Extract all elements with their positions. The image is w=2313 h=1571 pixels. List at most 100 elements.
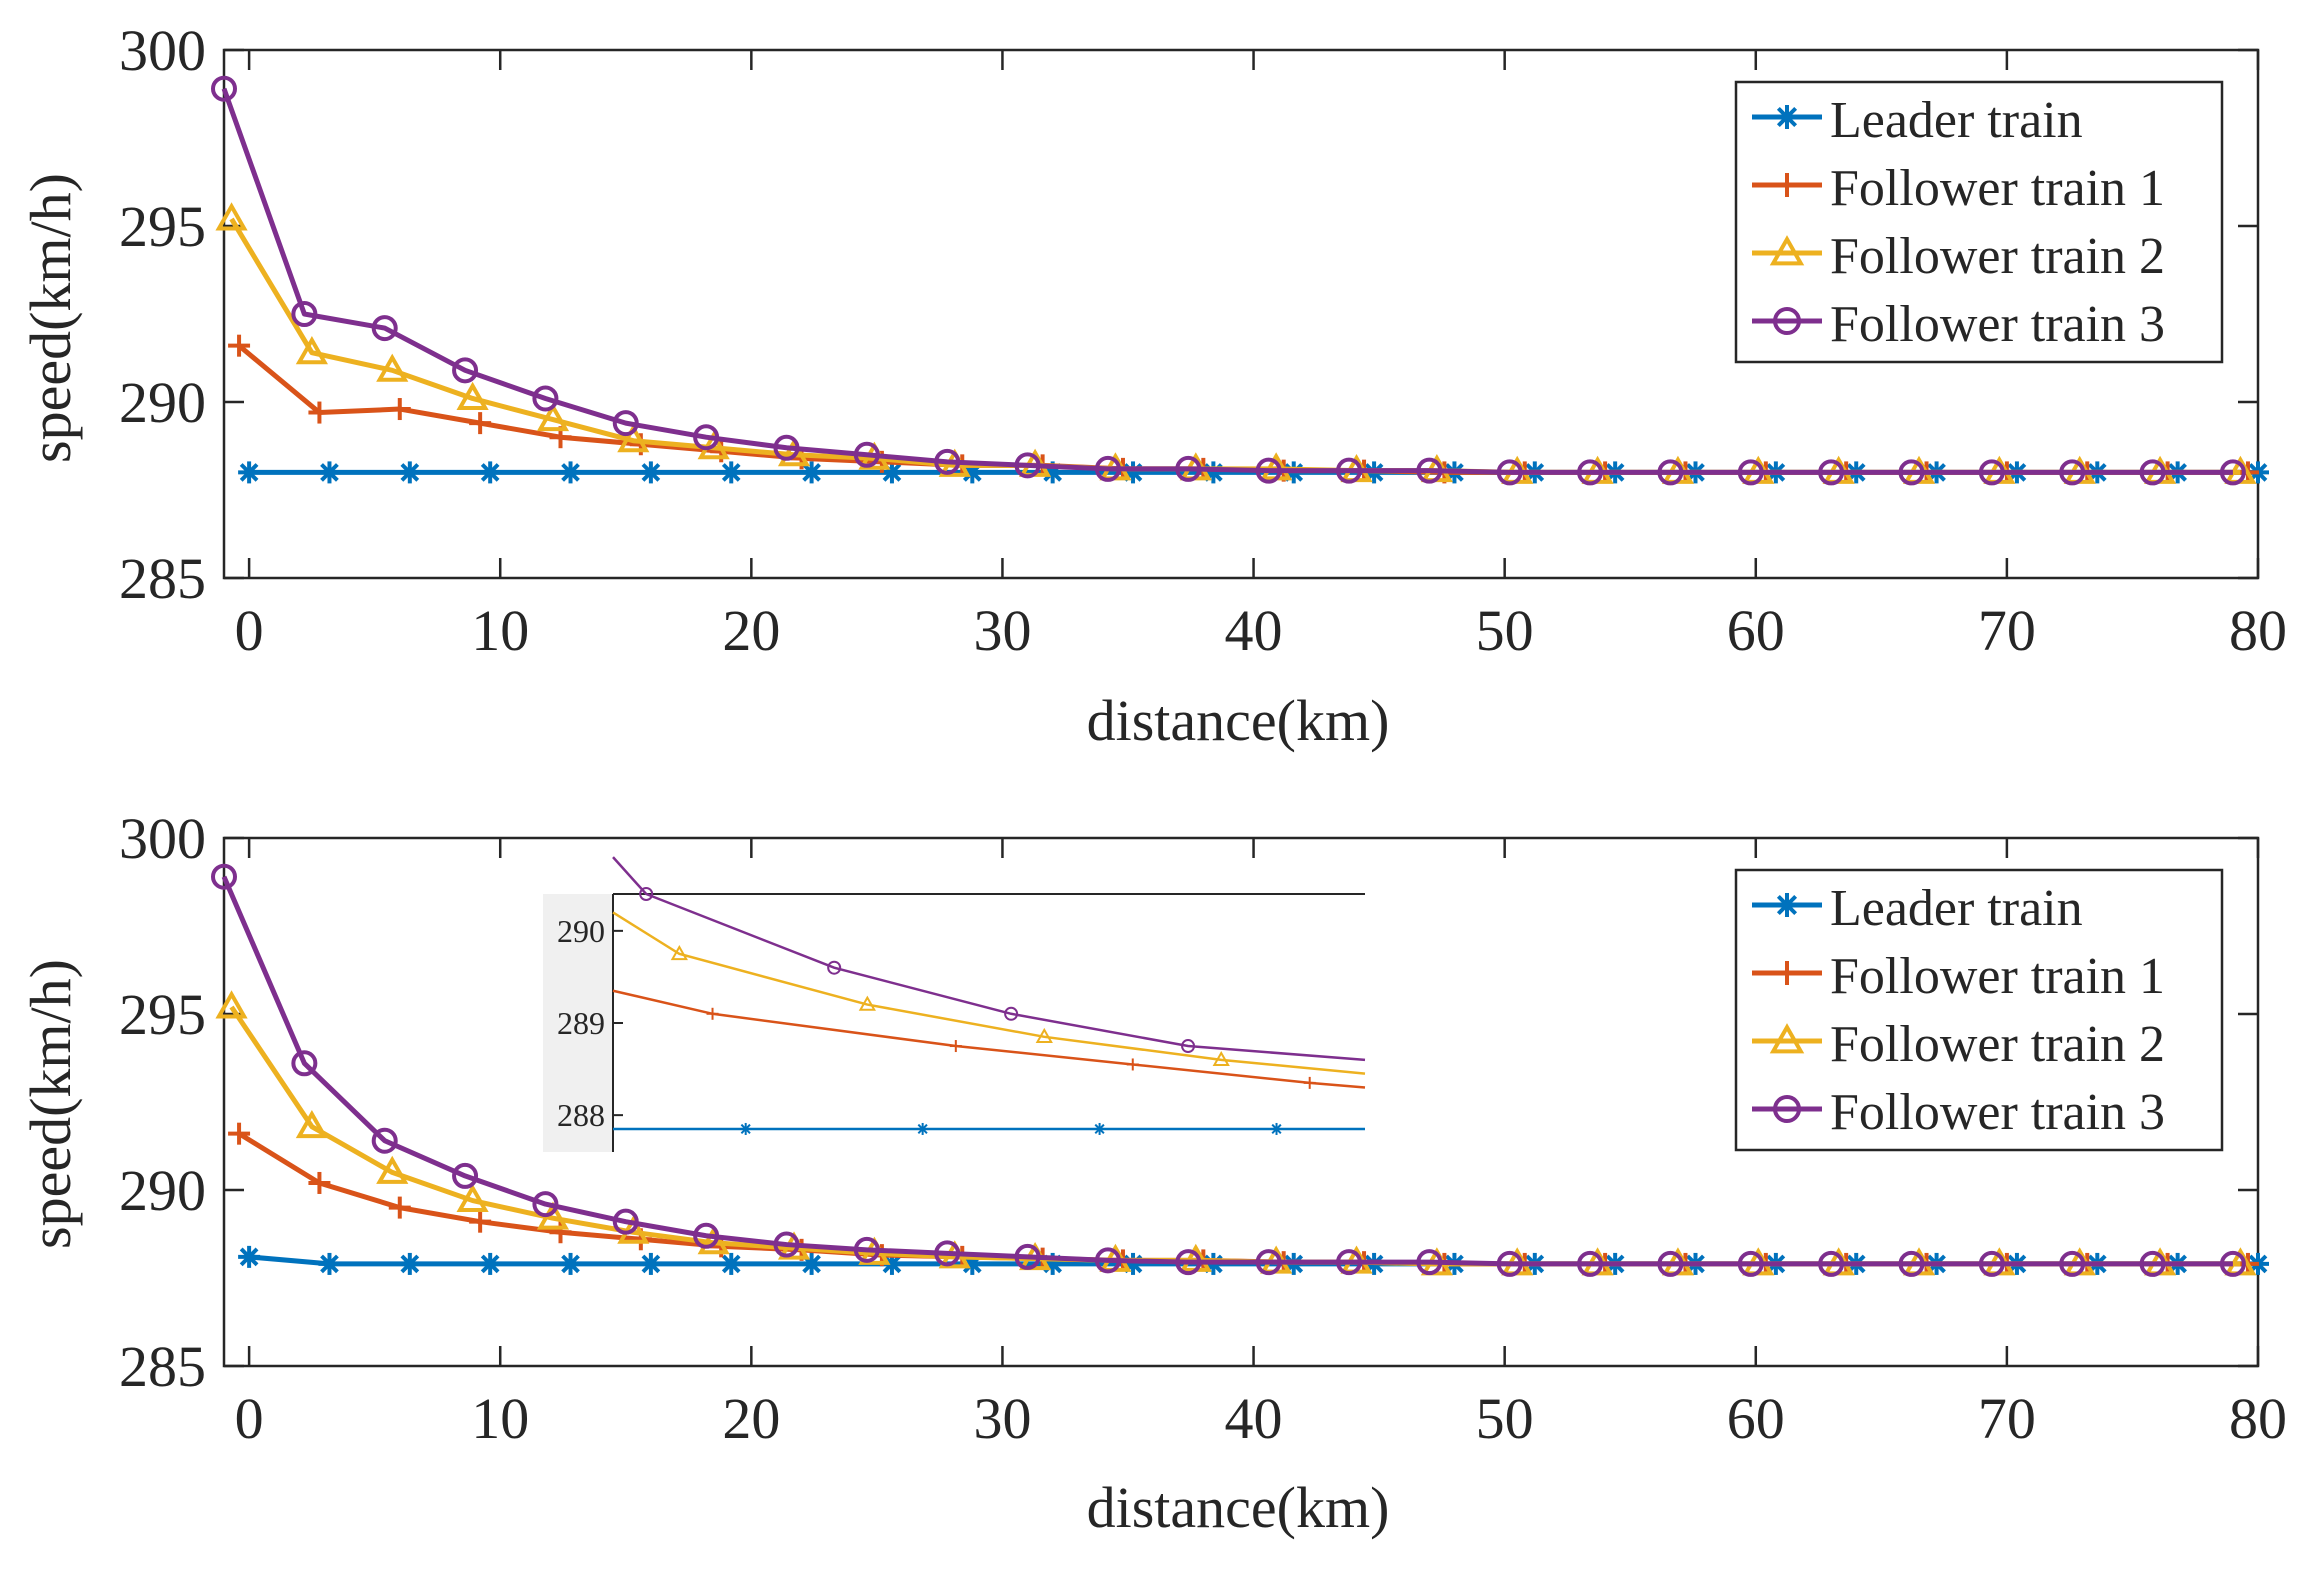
data-point-follower3 xyxy=(1737,1250,1764,1277)
data-point-follower3 xyxy=(853,1236,880,1263)
legend-label-follower-2: Follower train 2 xyxy=(1830,1016,2165,1073)
data-point-follower3 xyxy=(934,448,961,475)
data-point-follower2 xyxy=(376,353,409,382)
data-point-follower3 xyxy=(1094,455,1121,482)
data-point-follower3 xyxy=(1496,459,1523,486)
data-point-leader xyxy=(479,461,502,484)
inset-line-follower3 xyxy=(612,856,1366,1062)
data-point-leader xyxy=(559,1252,582,1275)
x-tick-label: 70 xyxy=(1978,598,2036,663)
data-point-follower3 xyxy=(2139,1250,2166,1277)
legend-label-leader: Leader train xyxy=(1830,880,2083,937)
y-tick-label: 290 xyxy=(119,370,206,435)
data-point-follower3 xyxy=(1175,1249,1202,1276)
data-point-follower3 xyxy=(1335,1249,1362,1276)
ticks-bottom xyxy=(224,836,2260,1368)
x-tick-label: 50 xyxy=(1476,1386,1534,1451)
data-point-leader xyxy=(398,461,421,484)
data-point-follower3 xyxy=(1818,459,1845,486)
series-layer-bottom xyxy=(211,863,2269,1277)
data-point-follower3 xyxy=(452,357,479,384)
data-point-leader xyxy=(720,461,743,484)
data-point-leader xyxy=(398,1252,421,1275)
data-point-follower3 xyxy=(773,1231,800,1258)
data-point-follower1 xyxy=(308,1171,331,1194)
data-point-follower3 xyxy=(1014,452,1041,479)
legend-marker-follower1 xyxy=(1775,173,1799,197)
x-tick-label: 10 xyxy=(471,1386,529,1451)
legend-swatch-follower1 xyxy=(1752,961,1822,985)
x-tick-label: 70 xyxy=(1978,1386,2036,1451)
data-point-follower3 xyxy=(532,385,559,412)
data-point-follower3 xyxy=(1496,1250,1523,1277)
x-tick-label: 80 xyxy=(2229,598,2287,663)
ticks-top xyxy=(224,48,2260,580)
data-point-follower3 xyxy=(1818,1250,1845,1277)
y-tick-label: 285 xyxy=(119,546,206,611)
legend-marker-leader xyxy=(1775,105,1799,129)
legend-box-bottom xyxy=(1734,868,2224,1152)
legend-marker-follower1 xyxy=(1775,961,1799,985)
data-point-follower3 xyxy=(211,75,237,102)
legend-label-follower-3: Follower train 3 xyxy=(1830,1084,2165,1141)
data-point-follower3 xyxy=(1898,459,1925,486)
inset-series-follower1 xyxy=(612,989,1366,1089)
data-point-follower3 xyxy=(1898,1250,1925,1277)
legend-label-follower-1: Follower train 1 xyxy=(1830,948,2165,1005)
y-tick-label: 285 xyxy=(119,1334,206,1399)
inset-series-leader xyxy=(613,1122,1365,1135)
y-tick-label: 295 xyxy=(119,194,206,259)
x-tick-label: 30 xyxy=(973,598,1031,663)
data-point-follower3 xyxy=(853,441,880,468)
data-point-follower3 xyxy=(612,1208,639,1235)
data-point-leader xyxy=(479,1252,502,1275)
x-tick-label: 10 xyxy=(471,598,529,663)
series-line-follower3 xyxy=(221,875,2233,1267)
inset-line-follower2 xyxy=(612,911,1366,1075)
legend-swatch-leader xyxy=(1752,105,1822,129)
data-point-follower3 xyxy=(1255,1249,1282,1276)
data-point-follower3 xyxy=(1014,1243,1041,1270)
data-point-follower3 xyxy=(2139,459,2166,486)
chart-top: 0 10 20 30 40 50 60 70 80 285 290 295 300 distance(… xyxy=(18,18,2287,753)
y-axis-label-top: speed(km/h) xyxy=(18,173,83,463)
legend-swatch-leader xyxy=(1752,893,1822,917)
x-tick-label: 0 xyxy=(235,598,264,663)
x-tick-labels-top: 0 10 20 30 40 50 60 70 80 xyxy=(235,598,2287,663)
inset-data-area xyxy=(613,894,1365,1152)
inset-point-follower2 xyxy=(670,944,688,961)
y-tick-label: 300 xyxy=(119,18,206,83)
y-tick-labels-bottom: 285 290 295 300 xyxy=(119,806,206,1399)
inset-point-follower3 xyxy=(1004,1006,1019,1021)
inset-point-follower1 xyxy=(949,1040,962,1053)
inset-series-layer xyxy=(612,856,1366,1135)
chart-bottom: 0 10 20 30 40 50 60 70 80 285 290 295 300 distance(… xyxy=(18,806,2287,1540)
inset-line-follower1 xyxy=(612,989,1366,1089)
data-point-follower3 xyxy=(2059,459,2086,486)
data-point-follower3 xyxy=(1416,1249,1443,1276)
inset-point-follower3 xyxy=(1181,1039,1196,1054)
x-tick-label: 20 xyxy=(722,598,780,663)
legend-label-follower-2: Follower train 2 xyxy=(1830,228,2165,285)
inset-point-follower2 xyxy=(1035,1027,1053,1043)
series-follower3 xyxy=(211,75,2246,486)
data-point-follower2 xyxy=(215,990,248,1019)
legend-marker-follower2 xyxy=(1769,235,1805,266)
data-point-follower3 xyxy=(532,1191,559,1218)
inset-point-follower3 xyxy=(827,960,842,975)
data-point-follower3 xyxy=(452,1162,479,1189)
inset-y-tick-label: 288 xyxy=(557,1097,605,1133)
data-point-follower1 xyxy=(388,398,411,421)
data-point-leader xyxy=(238,1245,261,1268)
data-point-leader xyxy=(800,461,823,484)
data-point-follower1 xyxy=(308,401,331,424)
y-tick-label: 300 xyxy=(119,806,206,871)
legend-swatch-follower2 xyxy=(1752,1023,1822,1054)
legend-label-follower-3: Follower train 3 xyxy=(1830,296,2165,353)
data-point-follower3 xyxy=(1577,459,1604,486)
legend-swatch-follower3 xyxy=(1752,307,1822,335)
inset-point-follower1 xyxy=(1126,1058,1139,1071)
legend-bottom: Leader train Follower train 1 Follower t… xyxy=(1734,868,2224,1152)
data-point-follower3 xyxy=(2219,459,2246,486)
data-point-follower3 xyxy=(1657,1250,1684,1277)
